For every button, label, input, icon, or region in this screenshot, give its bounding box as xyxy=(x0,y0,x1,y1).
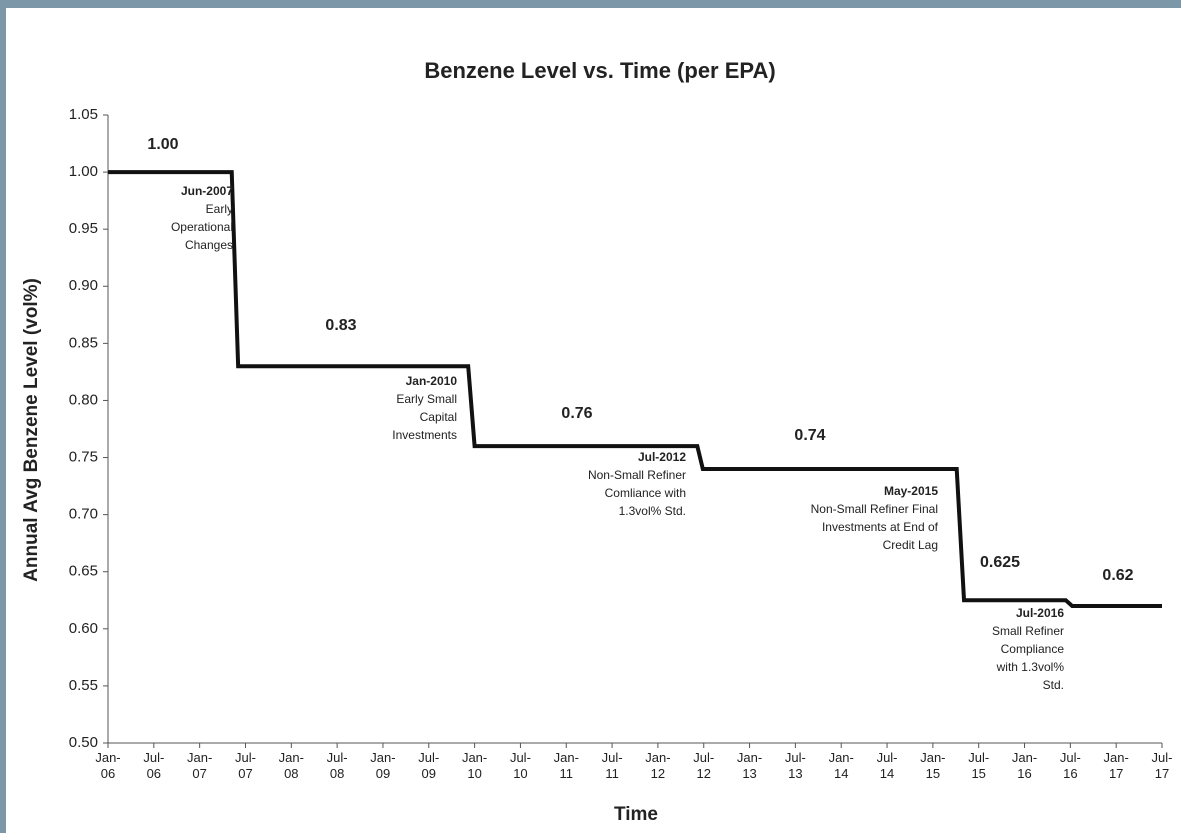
x-tick-label: Jul-11 xyxy=(602,750,623,781)
annotation-line: Investments at End of xyxy=(822,520,939,534)
annotation-line: Small Refiner xyxy=(992,624,1064,638)
data-line xyxy=(108,170,1162,608)
annotation-line: Compliance xyxy=(1001,642,1065,656)
annotation-line: Non-Small Refiner Final xyxy=(811,502,938,516)
y-tick-label: 0.95 xyxy=(69,220,98,237)
x-tick-label: Jan-12 xyxy=(645,750,670,781)
x-tick-label: Jan-13 xyxy=(737,750,762,781)
annotation-title: Jul-2012 xyxy=(638,450,686,464)
annotation-title: Jan-2010 xyxy=(406,374,458,388)
x-tick-label: Jan-17 xyxy=(1104,750,1129,781)
level-label: 0.83 xyxy=(325,317,356,334)
annotation-line: Early Small xyxy=(396,392,457,406)
annotation-title: May-2015 xyxy=(884,484,938,498)
y-tick-label: 0.90 xyxy=(69,277,98,294)
annotation-line: Comliance with xyxy=(605,486,686,500)
level-label: 0.74 xyxy=(794,427,825,444)
x-tick-label: Jul-13 xyxy=(785,750,806,781)
y-axis-label: Annual Avg Benzene Level (vol%) xyxy=(21,278,42,582)
annotation-line: Credit Lag xyxy=(883,538,938,552)
annotation-title: Jul-2016 xyxy=(1016,606,1064,620)
x-tick-label: Jul-17 xyxy=(1152,750,1173,781)
y-tick-label: 0.75 xyxy=(69,449,98,466)
y-tick-label: 0.70 xyxy=(69,506,98,523)
x-tick-label: Jan-09 xyxy=(370,750,395,781)
x-tick-label: Jan-10 xyxy=(462,750,487,781)
frame xyxy=(6,8,1181,833)
y-tick-label: 0.80 xyxy=(69,391,98,408)
x-tick-label: Jan-16 xyxy=(1012,750,1037,781)
annotation-line: Std. xyxy=(1043,678,1064,692)
x-tick-label: Jan-11 xyxy=(554,750,579,781)
x-tick-label: Jul-09 xyxy=(418,750,439,781)
annotation-line: Non-Small Refiner xyxy=(588,468,686,482)
x-tick-label: Jan-08 xyxy=(279,750,304,781)
x-tick-label: Jan-15 xyxy=(920,750,945,781)
x-tick-label: Jul-12 xyxy=(693,750,714,781)
y-tick-label: 0.85 xyxy=(69,334,98,351)
y-tick-label: 0.60 xyxy=(69,620,98,637)
annotation-line: Capital xyxy=(420,410,457,424)
x-tick-label: Jul-10 xyxy=(510,750,531,781)
y-tick-label: 0.50 xyxy=(69,734,98,751)
y-tick-label: 1.05 xyxy=(69,106,98,123)
x-tick-label: Jan-07 xyxy=(187,750,212,781)
x-tick-label: Jul-15 xyxy=(968,750,989,781)
annotation-line: Changes xyxy=(185,238,233,252)
annotation-line: Operational xyxy=(171,220,233,234)
x-tick-label: Jul-07 xyxy=(235,750,256,781)
annotation-line: Investments xyxy=(392,428,457,442)
annotation-line: Early xyxy=(206,202,233,216)
x-tick-label: Jul-06 xyxy=(143,750,164,781)
x-axis-label: Time xyxy=(614,804,658,825)
level-label: 0.76 xyxy=(561,405,592,422)
annotation-title: Jun-2007 xyxy=(181,184,233,198)
level-label: 1.00 xyxy=(147,136,178,153)
x-tick-label: Jan-06 xyxy=(95,750,120,781)
annotation-line: 1.3vol% Std. xyxy=(619,504,686,518)
x-tick-label: Jan-14 xyxy=(829,750,854,781)
x-tick-label: Jul-14 xyxy=(877,750,898,781)
chart-title: Benzene Level vs. Time (per EPA) xyxy=(424,58,775,83)
y-tick-label: 0.55 xyxy=(69,677,98,694)
x-tick-label: Jul-16 xyxy=(1060,750,1081,781)
level-label: 0.62 xyxy=(1102,567,1133,584)
annotation-line: with 1.3vol% xyxy=(996,660,1065,674)
x-tick-label: Jul-08 xyxy=(327,750,348,781)
level-label: 0.625 xyxy=(980,554,1020,571)
y-tick-label: 1.00 xyxy=(69,163,98,180)
y-tick-label: 0.65 xyxy=(69,563,98,580)
